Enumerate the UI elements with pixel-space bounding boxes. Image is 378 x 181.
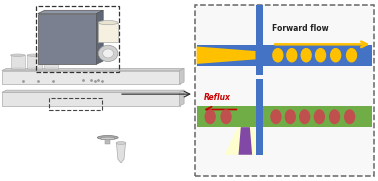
Polygon shape: [197, 47, 256, 64]
Ellipse shape: [11, 54, 25, 56]
Ellipse shape: [44, 68, 58, 70]
Ellipse shape: [270, 109, 282, 124]
Ellipse shape: [11, 68, 25, 70]
Ellipse shape: [116, 142, 126, 144]
Polygon shape: [180, 90, 184, 106]
Polygon shape: [225, 127, 266, 155]
Polygon shape: [180, 68, 184, 84]
Ellipse shape: [27, 54, 42, 56]
Ellipse shape: [103, 49, 113, 58]
Ellipse shape: [98, 45, 118, 62]
Ellipse shape: [272, 48, 284, 62]
Bar: [256, 79, 263, 155]
Ellipse shape: [344, 109, 355, 124]
Polygon shape: [38, 14, 96, 64]
Polygon shape: [116, 143, 125, 163]
Ellipse shape: [285, 109, 296, 124]
Bar: [49, 98, 102, 110]
Ellipse shape: [98, 20, 118, 25]
Polygon shape: [2, 92, 180, 106]
Polygon shape: [2, 68, 184, 71]
Polygon shape: [38, 10, 103, 14]
Ellipse shape: [27, 68, 42, 70]
Bar: [195, 5, 374, 176]
Text: Forward flow: Forward flow: [272, 24, 329, 33]
Ellipse shape: [97, 136, 118, 140]
Ellipse shape: [315, 48, 326, 62]
Ellipse shape: [220, 109, 232, 124]
Polygon shape: [44, 55, 58, 69]
Bar: [256, 5, 263, 75]
Bar: [36, 6, 119, 72]
Ellipse shape: [286, 48, 297, 62]
Ellipse shape: [346, 48, 357, 62]
Ellipse shape: [101, 137, 115, 140]
Polygon shape: [96, 10, 103, 64]
Polygon shape: [98, 23, 118, 42]
Polygon shape: [239, 127, 252, 155]
Polygon shape: [2, 90, 184, 92]
Ellipse shape: [204, 109, 216, 124]
Polygon shape: [11, 55, 25, 69]
Polygon shape: [2, 71, 180, 84]
Ellipse shape: [301, 48, 312, 62]
Ellipse shape: [330, 48, 341, 62]
Bar: [197, 106, 372, 127]
Ellipse shape: [44, 54, 58, 56]
Ellipse shape: [299, 109, 310, 124]
Text: Reflux: Reflux: [203, 93, 230, 102]
Polygon shape: [27, 55, 42, 69]
Bar: [197, 45, 372, 66]
Ellipse shape: [329, 109, 340, 124]
Polygon shape: [105, 138, 110, 144]
Ellipse shape: [314, 109, 325, 124]
